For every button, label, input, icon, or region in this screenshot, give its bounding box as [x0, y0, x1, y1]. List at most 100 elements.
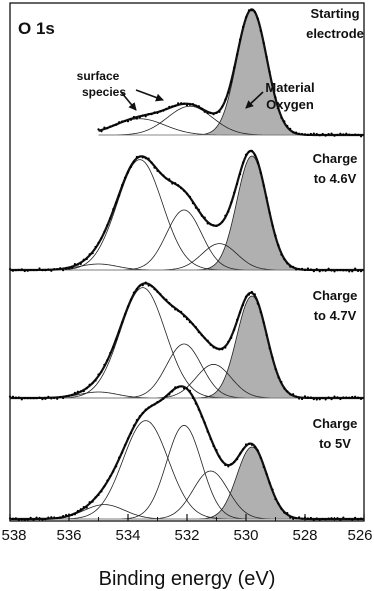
data-point — [50, 397, 53, 400]
data-point — [306, 396, 310, 399]
data-point — [298, 397, 301, 400]
data-point — [324, 269, 327, 272]
data-point — [112, 346, 115, 349]
data-point — [280, 507, 283, 510]
data-point — [156, 169, 159, 173]
data-point — [280, 116, 283, 119]
data-point — [230, 201, 233, 204]
data-point — [165, 395, 168, 398]
component-peak — [10, 420, 364, 520]
data-point — [162, 296, 165, 299]
data-point — [32, 397, 35, 400]
data-point — [351, 395, 354, 399]
data-point — [300, 517, 304, 520]
data-point — [138, 116, 141, 119]
data-point — [221, 460, 224, 463]
data-point — [79, 508, 82, 511]
data-point — [185, 318, 189, 321]
spectrum-panel — [97, 8, 364, 138]
data-point — [256, 449, 259, 452]
data-point — [94, 496, 97, 499]
data-point — [100, 490, 103, 493]
data-point — [156, 111, 159, 115]
spectrum-label: Starting — [310, 6, 359, 21]
data-point — [259, 311, 262, 314]
data-point — [132, 115, 135, 119]
data-point — [135, 117, 138, 120]
data-point — [118, 456, 121, 459]
data-point — [17, 268, 20, 271]
data-point — [265, 473, 268, 476]
data-point — [14, 269, 17, 272]
data-point — [118, 121, 121, 124]
data-point — [91, 500, 94, 503]
data-point — [135, 155, 138, 159]
data-point — [129, 298, 133, 301]
data-point — [274, 367, 277, 371]
surface-species-label: species — [82, 85, 126, 99]
data-point — [153, 288, 156, 291]
data-point — [138, 155, 141, 158]
data-point — [327, 517, 330, 520]
data-point — [318, 134, 321, 137]
data-point — [194, 104, 197, 107]
data-point — [359, 517, 363, 520]
data-point — [359, 270, 363, 273]
data-point — [162, 174, 165, 177]
data-point — [153, 111, 156, 114]
data-point — [67, 267, 71, 270]
data-point — [64, 395, 68, 398]
data-point — [215, 224, 218, 228]
data-point — [300, 267, 304, 270]
x-axis-title: Binding energy (eV) — [99, 568, 276, 590]
data-point — [203, 110, 206, 113]
spectrum-label: to 4.6V — [314, 171, 357, 186]
data-point — [333, 395, 336, 398]
data-point — [336, 269, 339, 272]
data-point — [262, 41, 265, 45]
data-point — [354, 267, 357, 270]
data-point — [292, 265, 295, 269]
data-point — [286, 512, 289, 515]
data-point — [82, 390, 85, 393]
data-point — [295, 395, 298, 398]
data-point — [26, 397, 29, 400]
data-point — [14, 517, 17, 520]
data-point — [129, 432, 133, 435]
data-point — [188, 389, 192, 392]
x-tick-label: 530 — [233, 527, 258, 544]
data-point — [135, 288, 138, 291]
data-point — [359, 397, 363, 400]
data-point — [277, 376, 280, 379]
data-point — [309, 396, 312, 399]
data-point — [182, 315, 186, 318]
data-point — [64, 267, 68, 270]
data-point — [159, 171, 162, 175]
data-point — [59, 267, 62, 270]
data-point — [180, 385, 183, 388]
data-point — [29, 397, 32, 400]
data-point — [277, 244, 280, 247]
data-point — [298, 267, 301, 271]
data-point — [265, 55, 268, 58]
data-point — [295, 131, 298, 134]
data-point — [239, 452, 242, 455]
data-point — [233, 328, 236, 331]
x-tick-label: 538 — [1, 527, 26, 544]
data-point — [224, 98, 227, 101]
data-point — [177, 184, 180, 187]
data-point — [277, 106, 280, 109]
data-point — [138, 415, 141, 418]
data-point — [336, 396, 339, 399]
data-point — [244, 153, 248, 156]
data-point — [76, 509, 79, 513]
data-point — [292, 393, 295, 396]
data-point — [250, 443, 253, 446]
data-point — [35, 397, 38, 400]
data-point — [203, 421, 206, 424]
data-point — [132, 424, 135, 427]
data-point — [50, 516, 53, 519]
data-point — [339, 269, 342, 272]
data-point — [76, 390, 79, 393]
data-point — [129, 165, 133, 168]
